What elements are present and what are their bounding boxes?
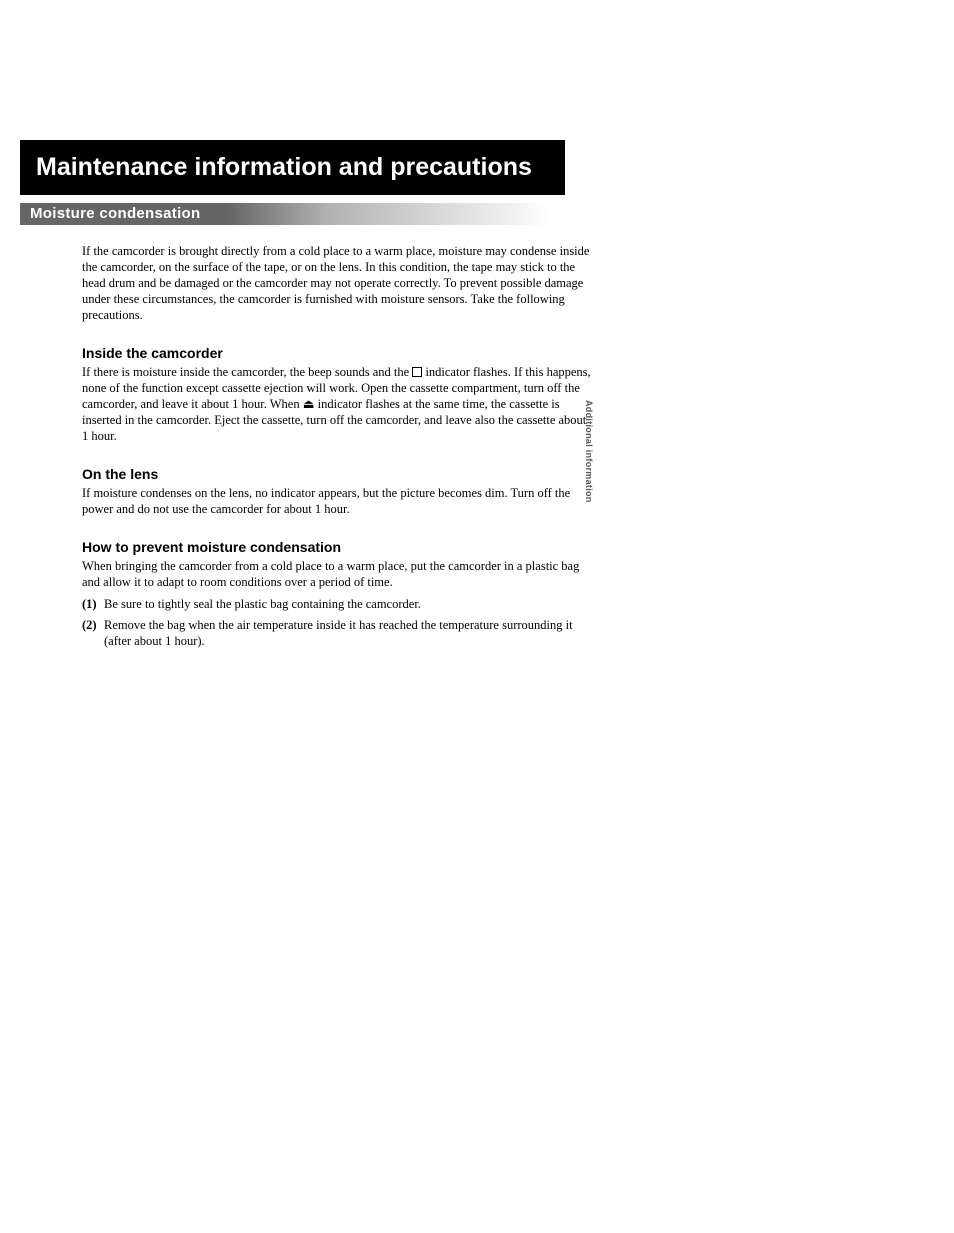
list-item: (2) Remove the bag when the air temperat… [82, 617, 592, 650]
subhead-inside-camcorder: Inside the camcorder [82, 345, 894, 361]
side-tab-additional-info: Additional information [584, 400, 594, 503]
paragraph-prevent-intro: When bringing the camcorder from a cold … [82, 558, 592, 590]
page-content: Maintenance information and precautions … [0, 0, 954, 714]
eject-icon: ⏏ [303, 397, 315, 411]
text-fragment: If there is moisture inside the camcorde… [82, 365, 412, 379]
list-item: (1) Be sure to tightly seal the plastic … [82, 596, 592, 613]
paragraph-inside-camcorder: If there is moisture inside the camcorde… [82, 364, 592, 444]
list-number: (1) [82, 596, 104, 613]
subhead-on-the-lens: On the lens [82, 466, 894, 482]
list-text: Be sure to tightly seal the plastic bag … [104, 596, 592, 613]
prevent-steps-list: (1) Be sure to tightly seal the plastic … [82, 596, 592, 650]
list-number: (2) [82, 617, 104, 650]
subhead-prevent-condensation: How to prevent moisture condensation [82, 539, 894, 555]
section-header-moisture: Moisture condensation [20, 203, 580, 225]
list-text: Remove the bag when the air temperature … [104, 617, 592, 650]
paragraph-on-the-lens: If moisture condenses on the lens, no in… [82, 485, 592, 517]
intro-paragraph: If the camcorder is brought directly fro… [82, 243, 592, 323]
page-title: Maintenance information and precautions [20, 140, 565, 195]
moisture-indicator-icon [412, 367, 422, 377]
